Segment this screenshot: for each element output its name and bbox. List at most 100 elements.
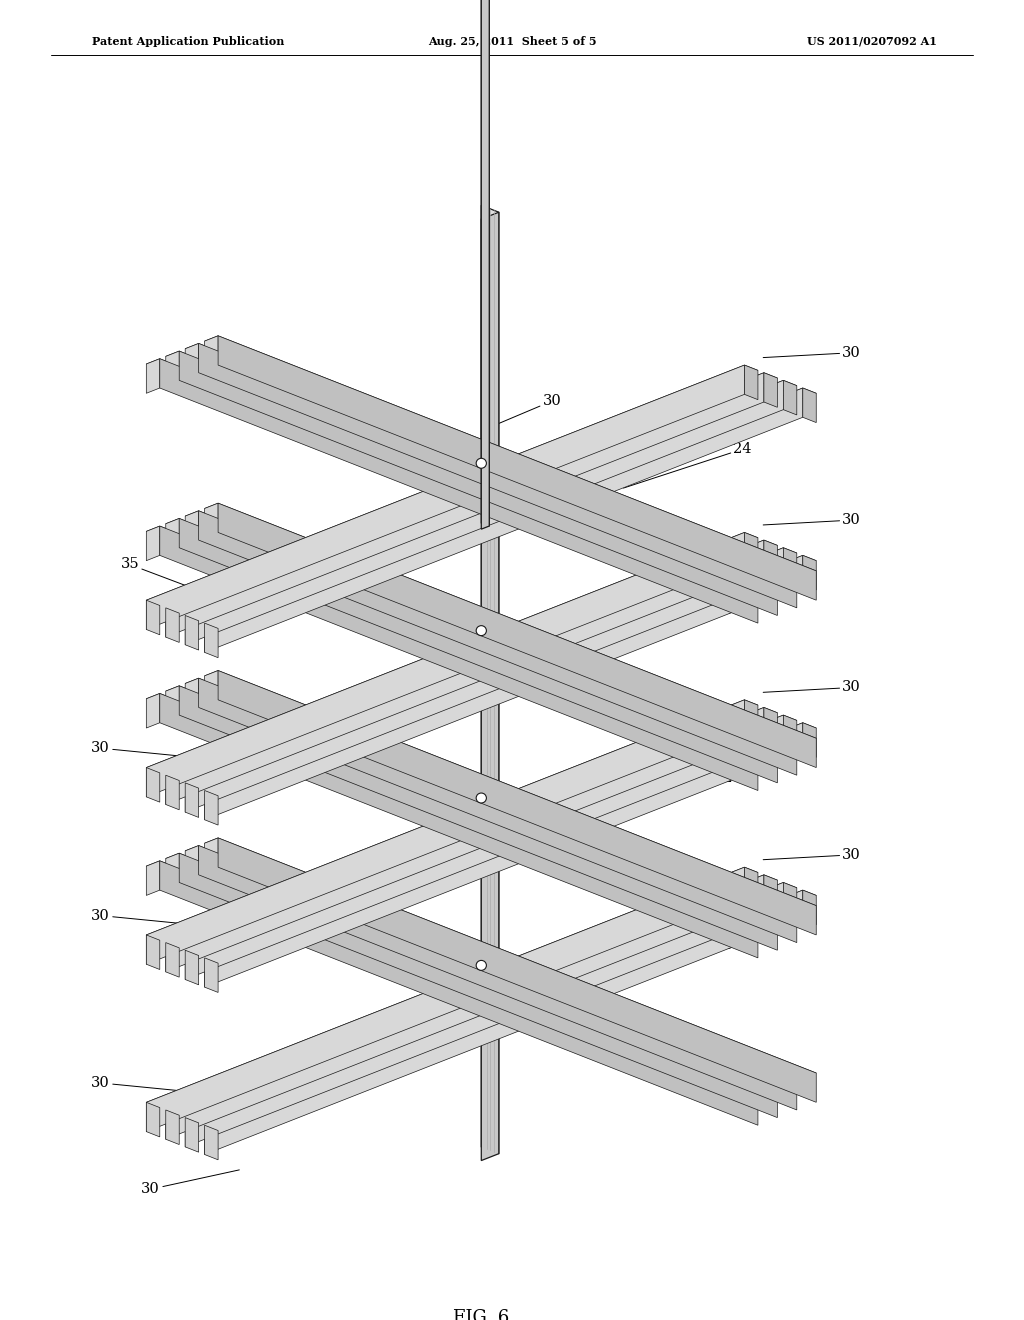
Polygon shape	[166, 875, 764, 1139]
Polygon shape	[185, 883, 797, 1123]
Text: 24: 24	[624, 442, 752, 488]
Polygon shape	[185, 846, 797, 1086]
Polygon shape	[481, 854, 499, 970]
Polygon shape	[166, 519, 179, 553]
Polygon shape	[179, 686, 777, 950]
Polygon shape	[481, 206, 499, 467]
Polygon shape	[481, 861, 499, 977]
Polygon shape	[185, 715, 797, 956]
Text: 35: 35	[121, 557, 259, 614]
Polygon shape	[764, 708, 777, 742]
Polygon shape	[185, 715, 783, 979]
Text: 30: 30	[763, 346, 861, 360]
Text: 22: 22	[604, 771, 732, 787]
Polygon shape	[166, 540, 777, 780]
Polygon shape	[166, 708, 777, 948]
Polygon shape	[205, 838, 816, 1078]
Polygon shape	[205, 335, 816, 577]
Polygon shape	[166, 372, 764, 638]
Polygon shape	[146, 693, 160, 729]
Circle shape	[476, 458, 486, 469]
Polygon shape	[185, 548, 797, 788]
Polygon shape	[218, 838, 816, 1102]
Polygon shape	[166, 1110, 179, 1144]
Polygon shape	[205, 335, 218, 371]
Polygon shape	[146, 935, 160, 969]
Polygon shape	[179, 351, 777, 615]
Polygon shape	[803, 890, 816, 925]
Polygon shape	[146, 359, 758, 599]
Polygon shape	[179, 853, 777, 1118]
Polygon shape	[481, 527, 499, 642]
Polygon shape	[205, 623, 218, 657]
Polygon shape	[166, 351, 179, 385]
Polygon shape	[146, 861, 160, 895]
Polygon shape	[803, 723, 816, 758]
Polygon shape	[744, 366, 758, 400]
Polygon shape	[744, 700, 758, 734]
Polygon shape	[146, 527, 160, 561]
Polygon shape	[199, 343, 797, 607]
Polygon shape	[205, 838, 218, 873]
Polygon shape	[146, 867, 744, 1131]
Polygon shape	[185, 380, 797, 620]
Polygon shape	[160, 527, 758, 791]
Polygon shape	[166, 942, 179, 977]
Circle shape	[476, 626, 486, 636]
Polygon shape	[166, 540, 764, 804]
Polygon shape	[166, 607, 179, 643]
Polygon shape	[205, 388, 816, 628]
Polygon shape	[146, 700, 758, 940]
Polygon shape	[199, 846, 797, 1110]
Polygon shape	[205, 723, 816, 964]
Text: 30: 30	[763, 847, 861, 862]
Polygon shape	[166, 775, 179, 809]
Polygon shape	[166, 372, 777, 612]
Polygon shape	[205, 556, 816, 796]
Text: 21: 21	[604, 939, 732, 954]
Polygon shape	[146, 527, 758, 767]
Polygon shape	[185, 511, 199, 545]
Circle shape	[476, 793, 486, 803]
Polygon shape	[185, 678, 797, 919]
Polygon shape	[146, 359, 160, 393]
Polygon shape	[185, 511, 797, 751]
Polygon shape	[481, 213, 499, 474]
Polygon shape	[146, 532, 758, 772]
Polygon shape	[146, 867, 758, 1107]
Text: 23: 23	[604, 603, 732, 620]
Polygon shape	[185, 380, 783, 644]
Polygon shape	[783, 380, 797, 414]
Polygon shape	[166, 686, 777, 927]
Polygon shape	[783, 883, 797, 917]
Polygon shape	[205, 388, 803, 652]
Polygon shape	[481, 686, 499, 803]
Text: 30: 30	[763, 681, 861, 694]
Polygon shape	[185, 950, 199, 985]
Polygon shape	[205, 723, 803, 987]
Polygon shape	[205, 671, 218, 705]
Polygon shape	[185, 1118, 199, 1152]
Polygon shape	[160, 359, 758, 623]
Polygon shape	[166, 853, 179, 888]
Polygon shape	[205, 791, 218, 825]
Polygon shape	[199, 678, 797, 942]
Polygon shape	[160, 861, 758, 1125]
Polygon shape	[185, 615, 199, 649]
Polygon shape	[205, 556, 803, 820]
Polygon shape	[205, 890, 816, 1130]
Text: 30: 30	[91, 742, 200, 758]
Polygon shape	[179, 519, 777, 783]
Text: Aug. 25, 2011  Sheet 5 of 5: Aug. 25, 2011 Sheet 5 of 5	[428, 36, 596, 46]
Circle shape	[476, 961, 486, 970]
Polygon shape	[803, 556, 816, 590]
Polygon shape	[185, 548, 783, 812]
Polygon shape	[185, 678, 199, 713]
Polygon shape	[166, 686, 179, 721]
Polygon shape	[146, 601, 160, 635]
Polygon shape	[185, 343, 797, 583]
Polygon shape	[146, 767, 160, 803]
Text: US 2011/0207092 A1: US 2011/0207092 A1	[807, 36, 937, 46]
Polygon shape	[783, 715, 797, 750]
Polygon shape	[481, 519, 499, 635]
